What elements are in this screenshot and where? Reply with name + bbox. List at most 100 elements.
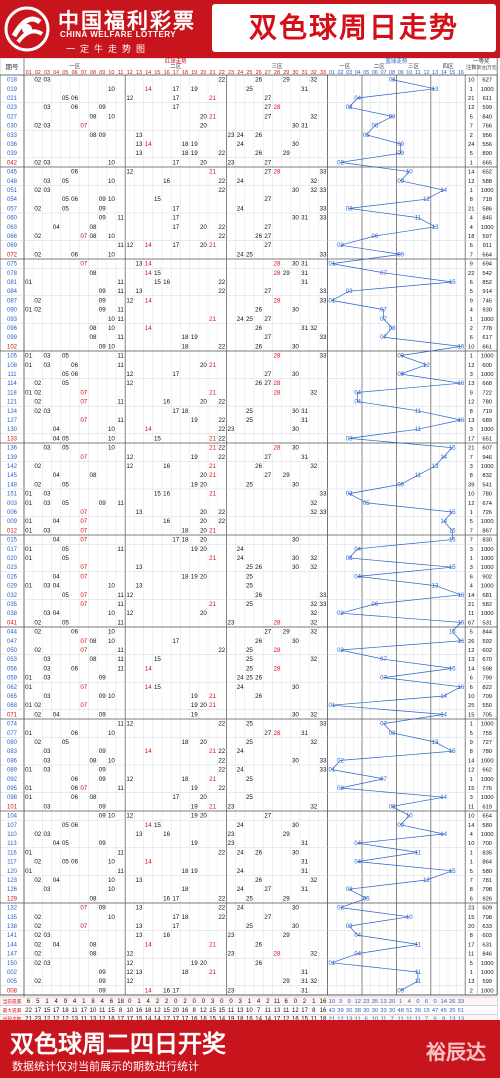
amount-cell: 582 [482, 602, 492, 608]
stat-red-value: 0 [220, 999, 224, 1005]
logo-slogan: 一定牛走势图 [66, 45, 151, 55]
red-ball: 23 [228, 932, 235, 939]
red-ball: 12 [126, 380, 133, 387]
blue-ball: 11 [415, 979, 422, 985]
bets-cell: 1 [470, 556, 473, 562]
blue-number-header: 11 [415, 70, 421, 76]
red-ball: 32 [310, 463, 317, 470]
red-ball: 30 [292, 123, 299, 130]
red-ball: 10 [108, 629, 115, 636]
stat-blue-value: 3 [339, 999, 342, 1005]
bets-cell: 1 [470, 354, 473, 360]
red-ball: 12 [126, 951, 133, 958]
blue-ball: 07 [380, 777, 387, 783]
red-ball: 28 [274, 169, 281, 176]
red-ball: 11 [117, 647, 124, 654]
period-cell: 075 [7, 262, 18, 268]
red-ball: 32 [310, 555, 317, 562]
stat-red-value: 11 [71, 1008, 78, 1014]
red-ball: 25 [246, 794, 253, 801]
red-ball: 12 [126, 960, 133, 967]
amount-cell: 1000 [481, 519, 494, 525]
red-ball: 05 [62, 205, 69, 212]
bets-cell: 9 [470, 298, 473, 304]
amount-cell: 766 [482, 124, 492, 130]
amount-cell: 799 [482, 676, 492, 682]
period-cell: 084 [7, 289, 18, 295]
red-ball: 30 [292, 638, 299, 645]
amount-cell: 930 [482, 308, 492, 314]
amount-cell: 745 [482, 298, 492, 304]
blue-ball: 11 [415, 427, 422, 433]
bets-cell: 4 [470, 216, 474, 222]
red-ball: 16 [163, 178, 170, 185]
red-ball: 30 [292, 215, 299, 222]
red-ball: 21 [209, 702, 216, 709]
stat-red-value: 0 [128, 999, 132, 1005]
red-ball: 03 [44, 362, 51, 369]
stat-red-value: 6 [285, 999, 289, 1005]
period-cell: 101 [7, 804, 18, 810]
red-ball: 28 [274, 445, 281, 452]
red-ball: 09 [99, 776, 106, 783]
stat-red-value: 15 [218, 1008, 225, 1014]
red-ball: 08 [90, 224, 97, 231]
logo-english-text: CHINA WELFARE LOTTERY [60, 30, 177, 39]
red-ball: 06 [71, 196, 78, 203]
red-ball: 21 [209, 776, 216, 783]
bets-cell: 4 [470, 584, 474, 590]
blue-ball: 03 [346, 206, 353, 212]
amount-cell: 694 [482, 262, 492, 268]
red-ball: 02 [34, 859, 41, 866]
blue-ball: 13 [432, 464, 439, 470]
period-cell: 044 [7, 630, 18, 636]
blue-number-header: 09 [398, 70, 404, 76]
red-ball: 22 [218, 914, 225, 921]
red-ball: 13 [136, 905, 143, 912]
stat-red-value: 12 [53, 1016, 60, 1020]
period-cell: 027 [7, 114, 18, 120]
red-ball: 04 [53, 610, 60, 617]
bets-cell: 9 [470, 390, 473, 396]
stat-blue-value: 25 [449, 1008, 455, 1014]
bets-cell: 12 [468, 768, 474, 774]
bets-cell: 1 [470, 860, 473, 866]
red-ball: 30 [292, 141, 299, 148]
red-ball: 26 [255, 150, 262, 157]
period-cell: 048 [7, 179, 18, 185]
red-ball: 21 [209, 169, 216, 176]
red-ball: 20 [200, 573, 207, 580]
red-ball: 30 [292, 537, 299, 544]
red-ball: 33 [320, 491, 327, 498]
stat-red-value: 10 [126, 1008, 133, 1014]
red-ball: 01 [25, 527, 32, 534]
red-ball: 11 [117, 849, 124, 856]
bets-cell: 18 [468, 234, 474, 240]
amount-cell: 681 [482, 593, 492, 599]
red-ball: 02 [34, 831, 41, 838]
stat-red-value: 16 [136, 1008, 143, 1014]
stat-label: 当前遗漏 [3, 998, 22, 1005]
amount-cell: 674 [482, 501, 492, 507]
red-ball: 23 [228, 619, 235, 626]
red-ball: 08 [90, 270, 97, 277]
red-ball: 07 [80, 509, 87, 516]
period-cell: 078 [7, 271, 18, 277]
bets-cell: 12 [468, 179, 474, 185]
blue-ball: 16 [458, 685, 465, 691]
bets-cell: 2 [470, 988, 473, 994]
red-ball: 17 [172, 914, 179, 921]
period-cell: 121 [7, 400, 18, 406]
stat-label: 出现次数 [3, 1015, 22, 1020]
amount-cell: 592 [482, 639, 492, 645]
blue-ball: 05 [363, 133, 370, 139]
red-ball: 33 [320, 169, 327, 176]
period-cell: 015 [7, 538, 18, 544]
red-ball: 21 [209, 472, 216, 479]
red-ball: 20 [200, 610, 207, 617]
red-ball: 31 [301, 987, 308, 994]
red-ball: 27 [264, 113, 271, 120]
red-ball: 16 [163, 932, 170, 939]
blue-trend-line [330, 79, 463, 991]
red-ball: 21 [209, 362, 216, 369]
